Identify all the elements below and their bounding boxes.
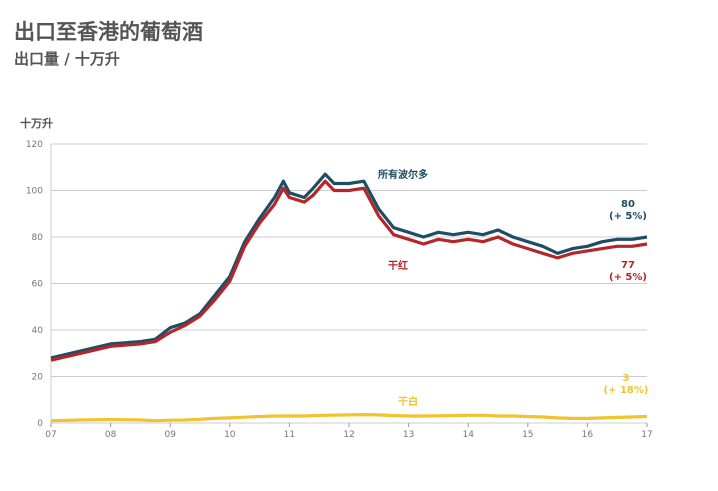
series-label: 所有波尔多 [378,168,428,181]
series-label: 干白 [398,395,418,408]
end-change-label: (+ 18%) [604,385,649,396]
x-tick-label: 13 [403,430,414,440]
series-line-1 [50,179,648,362]
x-tick-label: 07 [45,430,56,440]
series-line-0 [50,172,648,360]
y-tick-label: 20 [32,373,44,383]
x-tick-label: 08 [105,430,117,440]
end-change-label: (+ 5%) [609,211,647,222]
x-tick-label: 10 [224,430,236,440]
x-tick-label: 11 [284,430,295,440]
x-tick-label: 16 [582,430,594,440]
y-tick-label: 60 [32,280,44,290]
x-tick-label: 17 [641,430,652,440]
y-tick-label: 40 [32,326,44,336]
end-value-label: 3 [623,373,630,384]
series-line-2 [50,413,648,423]
x-tick-label: 09 [164,430,176,440]
chart-title: 出口至香港的葡萄酒 [14,20,203,44]
end-value-label: 80 [621,199,635,210]
series-label: 干红 [388,259,408,272]
x-tick-label: 12 [343,430,354,440]
end-value-label: 77 [621,260,635,271]
y-tick-label: 120 [26,140,43,150]
y-tick-label: 0 [37,419,43,429]
x-tick-label: 14 [462,430,474,440]
y-tick-label: 80 [32,233,44,243]
y-axis-label: 十万升 [20,116,53,130]
chart-subtitle: 出口量 / 十万升 [14,50,120,68]
x-tick-label: 15 [522,430,533,440]
end-change-label: (+ 5%) [609,272,647,283]
y-tick-label: 100 [26,187,43,197]
